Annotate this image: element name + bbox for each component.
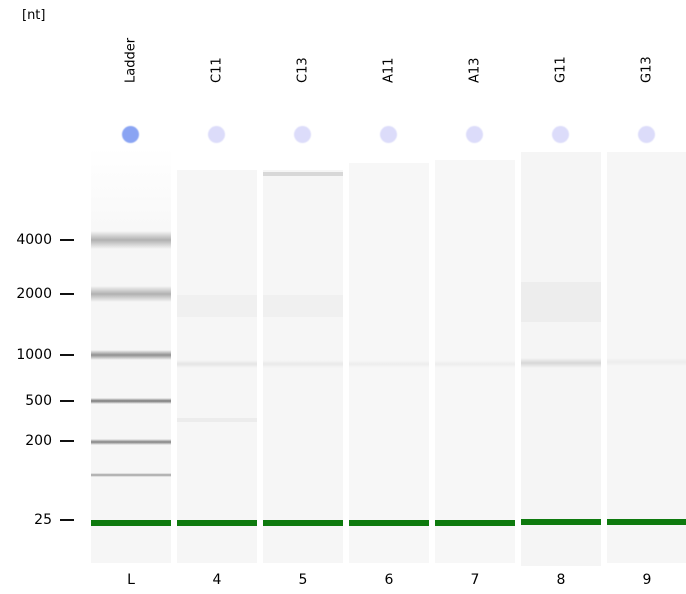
lane-number-a13: 7 bbox=[470, 572, 480, 588]
tick-4000 bbox=[60, 239, 74, 241]
marker-dot-a11 bbox=[380, 126, 397, 143]
marker-dot-g11 bbox=[552, 126, 569, 143]
gel-lane-c11 bbox=[177, 170, 257, 563]
lower-marker-band bbox=[435, 520, 515, 526]
ylabel-2000: 2000 bbox=[16, 286, 52, 302]
lane-number-c11: 4 bbox=[212, 572, 222, 588]
lane-title-c13: C13 bbox=[295, 57, 311, 83]
lower-marker-band bbox=[177, 520, 257, 526]
band bbox=[91, 350, 171, 360]
gel-lane-g13 bbox=[607, 152, 686, 563]
lane-title-g13: G13 bbox=[639, 56, 655, 83]
lane-title-a13: A13 bbox=[467, 57, 483, 83]
marker-dot-ladder bbox=[122, 126, 139, 143]
tick-500 bbox=[60, 400, 74, 402]
band bbox=[91, 473, 171, 477]
gel-lane-a13 bbox=[435, 160, 515, 563]
tick-200 bbox=[60, 440, 74, 442]
marker-dot-c11 bbox=[208, 126, 225, 143]
lower-marker-band bbox=[263, 520, 343, 526]
band bbox=[521, 282, 601, 322]
band bbox=[91, 286, 171, 302]
band bbox=[177, 295, 257, 317]
lane-number-c13: 5 bbox=[298, 572, 308, 588]
band bbox=[263, 360, 343, 368]
marker-dot-a13 bbox=[466, 126, 483, 143]
lane-title-a11: A11 bbox=[381, 57, 397, 83]
lane-number-a11: 6 bbox=[384, 572, 394, 588]
band bbox=[91, 231, 171, 249]
lane-number-g13: 9 bbox=[642, 572, 652, 588]
gel-lane-c13 bbox=[263, 170, 343, 563]
gel-lane-a11 bbox=[349, 163, 429, 563]
band bbox=[91, 398, 171, 404]
gel-lane-g11 bbox=[521, 152, 601, 566]
band bbox=[435, 360, 515, 368]
unit-label: [nt] bbox=[22, 8, 46, 23]
ylabel-25: 25 bbox=[34, 512, 52, 528]
ylabel-1000: 1000 bbox=[16, 347, 52, 363]
lane-title-c11: C11 bbox=[209, 57, 225, 83]
marker-dot-g13 bbox=[638, 126, 655, 143]
ylabel-500: 500 bbox=[25, 393, 52, 409]
lower-marker-band bbox=[607, 519, 686, 525]
tick-25 bbox=[60, 519, 74, 521]
band bbox=[607, 358, 686, 366]
gel-lane-ladder bbox=[91, 147, 171, 563]
marker-dot-c13 bbox=[294, 126, 311, 143]
lane-number-g11: 8 bbox=[556, 572, 566, 588]
lower-marker-band bbox=[91, 520, 171, 526]
ylabel-4000: 4000 bbox=[16, 232, 52, 248]
band bbox=[263, 295, 343, 317]
lane-title-ladder: Ladder bbox=[123, 37, 139, 83]
lane-number-ladder: L bbox=[127, 572, 135, 588]
band bbox=[91, 439, 171, 445]
band bbox=[177, 360, 257, 368]
lower-marker-band bbox=[521, 519, 601, 525]
band bbox=[349, 360, 429, 368]
band bbox=[263, 172, 343, 176]
lane-title-g11: G11 bbox=[553, 56, 569, 83]
tick-1000 bbox=[60, 354, 74, 356]
tick-2000 bbox=[60, 293, 74, 295]
ylabel-200: 200 bbox=[25, 433, 52, 449]
lower-marker-band bbox=[349, 520, 429, 526]
band bbox=[521, 358, 601, 368]
band bbox=[177, 418, 257, 422]
